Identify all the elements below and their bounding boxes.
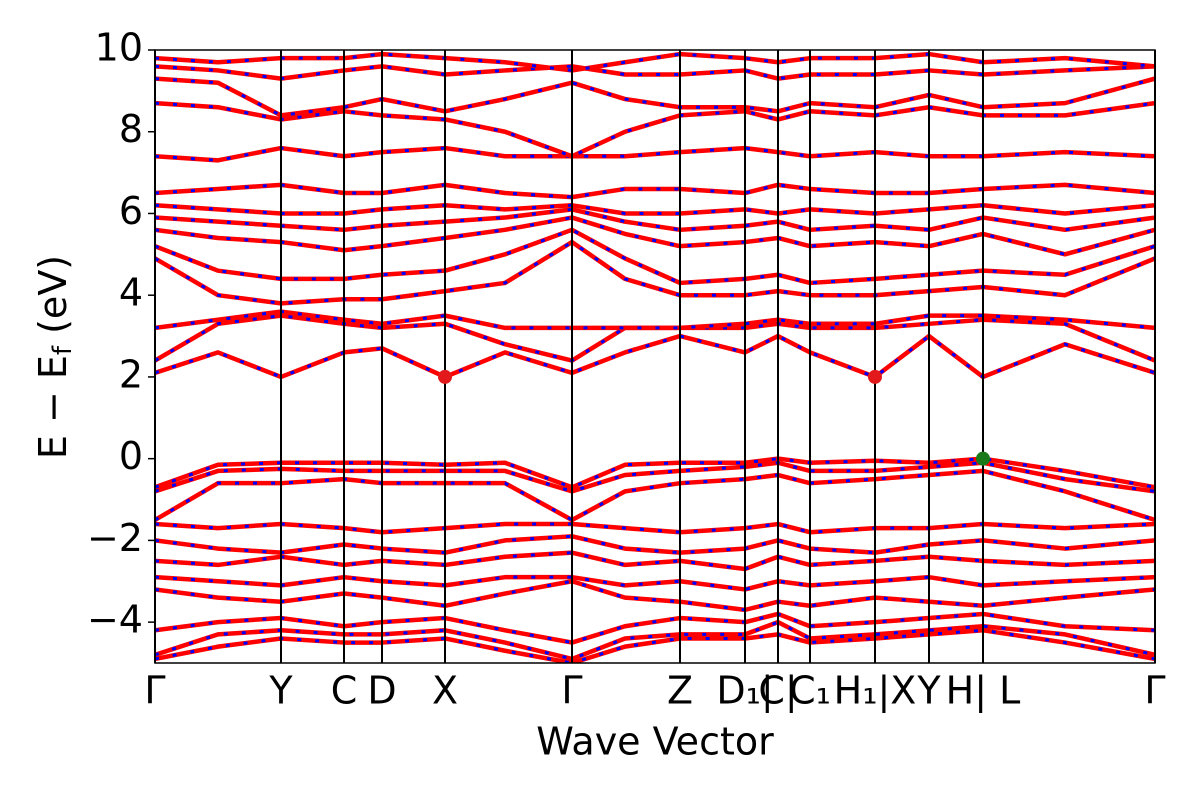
x-tick-label: C₁	[789, 669, 831, 713]
x-axis-label: Wave Vector	[536, 720, 774, 764]
band-dash	[155, 228, 1155, 285]
band-line	[155, 51, 1155, 73]
y-tick-label: 10	[95, 26, 143, 70]
band-edge-marker	[868, 369, 882, 384]
plot-frame	[154, 49, 1156, 664]
band-line	[155, 468, 1155, 523]
band-line	[155, 534, 1155, 555]
bands	[155, 51, 1155, 663]
band-dash	[155, 457, 1155, 489]
y-tick-label: 0	[119, 434, 143, 478]
x-tick-label: X	[432, 669, 458, 713]
x-tick-label: Γ	[561, 669, 582, 713]
band-line	[155, 145, 1155, 163]
y-axis-label: E − Ef (eV)	[31, 255, 78, 459]
x-tick-label: H| L	[946, 669, 1021, 714]
band-edge-marker	[976, 451, 990, 466]
x-tick-label: H₁|X	[834, 669, 917, 714]
x-tick-label: Y	[268, 669, 293, 713]
y-label-main: E − E	[31, 355, 75, 459]
band-line	[155, 313, 1155, 363]
band-dash	[155, 77, 1155, 117]
band-dash	[155, 579, 1155, 612]
band-dash	[155, 216, 1155, 256]
band-line	[155, 203, 1155, 216]
y-label-sub: f	[48, 345, 78, 355]
band-line	[155, 64, 1155, 81]
band-dash	[155, 146, 1155, 162]
x-tick-label: D	[367, 669, 396, 713]
x-tick-label: Γ	[144, 669, 165, 713]
band-dash	[155, 612, 1155, 645]
band-line	[155, 550, 1155, 572]
band-dash	[155, 469, 1155, 522]
band-dash	[155, 628, 1155, 663]
band-dash	[155, 334, 1155, 379]
band-line	[155, 333, 1155, 380]
y-tick-label: −2	[87, 516, 143, 560]
band-line	[155, 207, 1155, 233]
x-tick-label: Y	[916, 669, 941, 713]
x-tick-label: Z	[667, 669, 693, 713]
x-tick-label: Γ	[1144, 669, 1165, 713]
band-line	[155, 182, 1155, 200]
band-line	[155, 574, 1155, 592]
band-line	[155, 76, 1155, 118]
band-line	[155, 521, 1155, 535]
band-dash	[155, 620, 1155, 661]
x-tick-label: C|	[758, 669, 797, 714]
y-tick-label: 6	[119, 189, 143, 233]
band-dash	[155, 101, 1155, 158]
y-tick-label: 8	[119, 107, 143, 151]
y-label-unit: (eV)	[31, 255, 75, 346]
x-tick-label: C	[331, 669, 358, 713]
band-edge-marker	[438, 369, 452, 384]
y-tick-label: 4	[119, 271, 143, 315]
y-tick-label: 2	[119, 352, 143, 396]
y-tick-label: −4	[87, 598, 143, 642]
x-tick-label: D₁|	[716, 669, 773, 714]
band-line	[155, 239, 1155, 306]
band-line	[155, 309, 1155, 331]
band-dash	[155, 461, 1155, 493]
